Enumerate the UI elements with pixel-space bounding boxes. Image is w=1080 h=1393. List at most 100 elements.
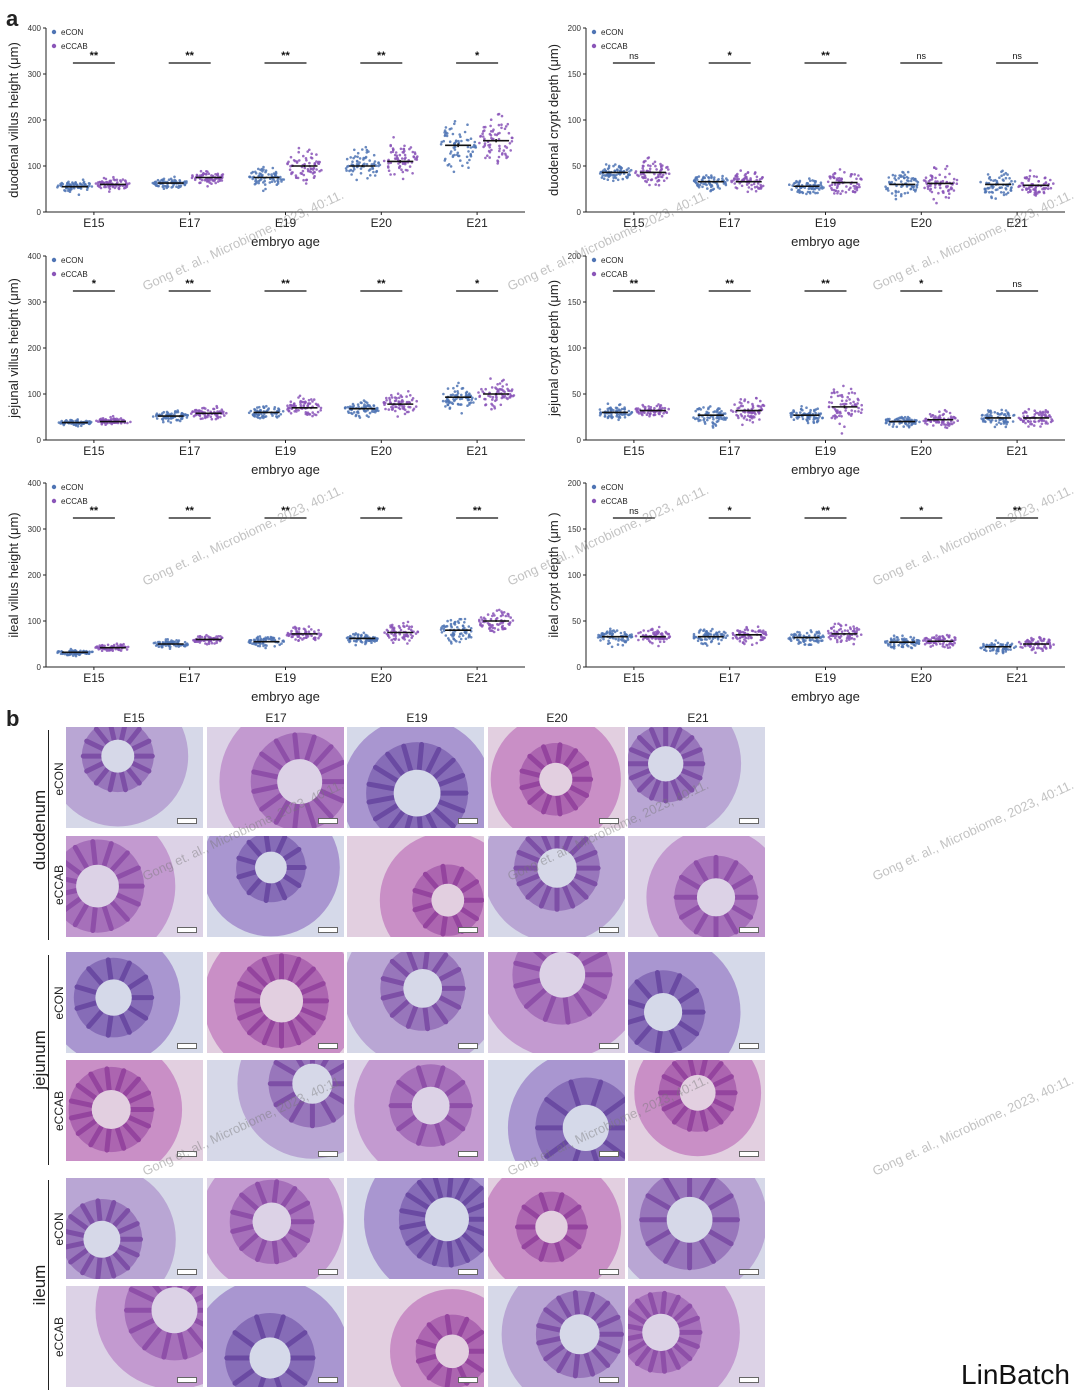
data-point-eccab — [666, 165, 669, 169]
data-point-eccab — [510, 140, 514, 143]
data-point-econ — [362, 399, 366, 402]
data-point-econ — [603, 415, 607, 418]
data-point-eccab — [857, 406, 860, 410]
data-point-eccab — [832, 634, 836, 638]
data-point-econ — [909, 187, 912, 191]
y-tick-label: 100 — [568, 116, 582, 125]
data-point-eccab — [938, 416, 941, 420]
data-point-eccab — [290, 629, 293, 633]
data-point-eccab — [838, 410, 842, 414]
data-point-eccab — [113, 186, 117, 190]
data-point-eccab — [202, 172, 205, 175]
data-point-econ — [601, 633, 604, 637]
data-point-eccab — [500, 625, 504, 629]
data-point-econ — [453, 153, 456, 157]
data-point-eccab — [835, 630, 839, 634]
data-point-eccab — [295, 160, 299, 163]
data-point-eccab — [215, 173, 219, 177]
x-tick-label-e19: E19 — [275, 444, 297, 458]
data-point-eccab — [306, 404, 310, 408]
scale-bar — [458, 1043, 478, 1049]
data-point-econ — [463, 621, 466, 624]
data-point-eccab — [303, 166, 307, 170]
x-tick-label-e17: E17 — [179, 444, 201, 458]
x-tick-label-e15: E15 — [623, 444, 645, 458]
data-point-econ — [612, 164, 615, 168]
data-point-eccab — [305, 178, 309, 182]
data-point-econ — [984, 420, 987, 424]
x-tick-label-e21: E21 — [466, 444, 488, 458]
data-point-eccab — [492, 612, 495, 615]
data-point-eccab — [1027, 425, 1030, 428]
data-point-econ — [884, 421, 888, 425]
data-point-eccab — [126, 421, 129, 425]
data-point-eccab — [320, 168, 323, 172]
data-point-econ — [986, 173, 990, 176]
row-header-ileum: ileum — [30, 1264, 49, 1306]
data-point-eccab — [1052, 643, 1055, 646]
data-point-econ — [473, 140, 477, 144]
column-header-e17: E17 — [265, 711, 287, 725]
data-point-eccab — [740, 184, 744, 188]
x-tick-label-e21: E21 — [466, 216, 488, 230]
column-header-e15: E15 — [123, 711, 145, 725]
data-point-econ — [885, 187, 888, 191]
x-axis-title: embryo age — [791, 462, 860, 477]
data-point-econ — [705, 174, 708, 177]
y-tick-label: 200 — [568, 252, 582, 261]
y-tick-label: 200 — [28, 571, 42, 580]
data-point-eccab — [840, 415, 843, 418]
data-point-econ — [463, 130, 467, 134]
data-point-eccab — [479, 616, 483, 619]
histology-micrograph — [66, 1178, 203, 1279]
data-point-econ — [915, 179, 918, 183]
data-point-eccab — [852, 642, 855, 646]
data-point-eccab — [655, 168, 658, 171]
data-point-eccab — [407, 390, 410, 393]
data-point-eccab — [831, 175, 835, 179]
data-point-econ — [601, 174, 604, 177]
data-point-econ — [904, 422, 908, 426]
data-point-econ — [724, 183, 728, 187]
data-point-eccab — [650, 637, 654, 640]
data-point-eccab — [490, 386, 494, 389]
data-point-econ — [271, 414, 274, 417]
data-point-econ — [179, 185, 182, 189]
data-point-econ — [156, 178, 160, 182]
data-point-eccab — [306, 411, 310, 414]
data-point-econ — [265, 644, 268, 647]
data-point-eccab — [300, 172, 304, 175]
x-tick-label-e15: E15 — [623, 216, 645, 230]
data-point-eccab — [508, 142, 512, 145]
data-point-econ — [368, 159, 372, 162]
data-point-econ — [702, 182, 705, 186]
data-point-eccab — [1030, 636, 1033, 640]
significance-label: * — [92, 278, 97, 290]
data-point-econ — [1002, 193, 1006, 197]
data-point-eccab — [1042, 413, 1046, 417]
data-point-eccab — [852, 625, 855, 628]
data-point-eccab — [316, 410, 320, 414]
data-point-eccab — [102, 176, 106, 180]
data-point-econ — [271, 636, 275, 639]
x-tick-label-e20: E20 — [371, 671, 393, 685]
data-point-eccab — [646, 178, 650, 181]
data-point-econ — [259, 168, 262, 172]
data-point-econ — [999, 191, 1003, 194]
data-point-eccab — [406, 635, 410, 638]
data-point-eccab — [297, 146, 301, 150]
significance-label: ** — [377, 278, 386, 290]
data-point-econ — [449, 622, 453, 626]
histology-micrograph — [347, 836, 484, 937]
histology-micrograph — [207, 1178, 344, 1279]
y-axis-title: ileal crypt depth (μm ) — [546, 512, 561, 637]
data-point-eccab — [304, 182, 308, 185]
data-point-eccab — [382, 401, 386, 404]
data-point-eccab — [933, 186, 937, 189]
data-point-eccab — [1035, 411, 1038, 415]
data-point-econ — [349, 156, 353, 159]
data-point-econ — [891, 173, 895, 177]
data-point-eccab — [827, 631, 830, 635]
data-point-eccab — [111, 649, 114, 652]
data-point-econ — [461, 624, 465, 627]
